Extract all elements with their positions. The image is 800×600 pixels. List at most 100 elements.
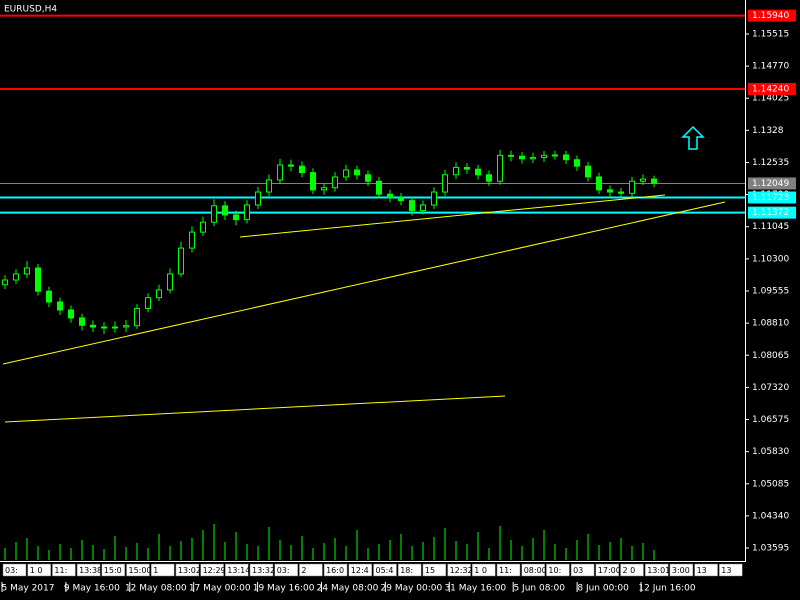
candle-body <box>574 159 580 167</box>
time-mark: 10: <box>548 566 561 575</box>
candle-body <box>651 178 657 184</box>
candle-body <box>365 174 371 182</box>
y-tick-label: 1.11045 <box>752 222 789 232</box>
x-tick-label: 12 Jun 16:00 <box>638 584 695 594</box>
time-mark: 12:4 <box>351 566 369 575</box>
candle-body <box>112 326 118 329</box>
mark-box <box>299 563 323 577</box>
candle-body <box>233 214 239 221</box>
candle-body <box>321 187 327 191</box>
candle-body <box>90 324 96 328</box>
candle-body <box>530 157 536 160</box>
mark-box <box>323 563 348 577</box>
level-label: 1.11723 <box>752 193 789 203</box>
candle-body <box>541 154 547 159</box>
level-label: 1.15940 <box>752 11 789 21</box>
candle-body <box>607 189 613 193</box>
time-mark: 03: <box>5 566 18 575</box>
candle-body <box>145 297 151 309</box>
x-tick-label: 31 May 16:00 <box>444 584 506 594</box>
time-mark: 13 <box>721 566 731 575</box>
plot-area <box>0 14 745 560</box>
candle-body <box>211 205 217 223</box>
candle-body <box>167 273 173 291</box>
mark-box <box>472 563 496 577</box>
mark-box <box>422 563 447 577</box>
mark-box <box>373 563 397 577</box>
x-tick-label: 19 May 16:00 <box>253 584 315 594</box>
mark-box <box>249 563 274 577</box>
time-mark: 15 <box>425 566 435 575</box>
time-mark: 15:00 <box>129 566 152 575</box>
candle-body <box>266 179 272 193</box>
time-mark: 1 0 <box>30 566 43 575</box>
level-label-box <box>748 9 796 22</box>
candle-body <box>508 154 514 157</box>
mark-box <box>101 563 126 577</box>
level-label: 1.14240 <box>752 84 789 94</box>
time-mark: 13:14 <box>227 566 250 575</box>
mark-box <box>126 563 150 577</box>
candle-body <box>255 191 261 206</box>
candle-body <box>442 174 448 193</box>
time-mark: 1 <box>153 566 158 575</box>
trend-line <box>239 194 666 238</box>
time-mark: 11: <box>499 566 512 575</box>
chart-title: EURUSD,H4 <box>4 5 57 15</box>
mark-box <box>595 563 620 577</box>
candle-body <box>464 166 470 170</box>
mark-box <box>644 563 669 577</box>
time-mark: 15:0 <box>104 566 122 575</box>
candle-body <box>101 326 107 329</box>
time-mark: 12:32 <box>450 566 473 575</box>
y-tick-label: 1.09555 <box>752 286 789 296</box>
time-mark: 13:32 <box>252 566 275 575</box>
mark-box <box>52 563 76 577</box>
candle-body <box>563 154 569 161</box>
candle-body <box>222 205 228 216</box>
candle-body <box>200 221 206 233</box>
time-mark: 13:02 <box>178 566 201 575</box>
candle-body <box>332 176 338 189</box>
x-tick-label: 8 Jun 00:00 <box>577 584 629 594</box>
candle-body <box>57 301 63 311</box>
level-label-box <box>748 206 796 219</box>
time-mark: 17:00 <box>598 566 621 575</box>
time-mark: 05:4 <box>376 566 394 575</box>
candle-body <box>178 247 184 275</box>
y-tick-label: 1.15515 <box>752 29 789 39</box>
candle-body <box>79 317 85 326</box>
x-tick-label: 5 Jun 08:00 <box>513 584 565 594</box>
mark-box <box>274 563 298 577</box>
candle-body <box>596 176 602 191</box>
y-tick-label: 1.08065 <box>752 351 789 361</box>
candle-body <box>420 204 426 212</box>
time-mark: 18: <box>400 566 413 575</box>
y-tick-label: 1.07320 <box>752 383 789 393</box>
candle-body <box>431 191 437 206</box>
candle-body <box>552 154 558 157</box>
time-mark: 12:29 <box>203 566 226 575</box>
candle-body <box>343 169 349 178</box>
candle-body <box>123 325 129 328</box>
candle-body <box>585 165 591 178</box>
candle-body <box>486 174 492 182</box>
mark-box <box>447 563 471 577</box>
y-tick-label: 1.05085 <box>752 479 789 489</box>
mark-box <box>694 563 718 577</box>
candle-body <box>13 273 19 281</box>
x-tick-label: 24 May 08:00 <box>317 584 379 594</box>
y-tick-label: 1.03595 <box>752 544 789 554</box>
x-tick-label: 12 May 08:00 <box>125 584 187 594</box>
candle-body <box>398 197 404 202</box>
candle-body <box>640 178 646 182</box>
candle-body <box>310 172 316 191</box>
mark-box <box>546 563 570 577</box>
candle-body <box>409 200 415 212</box>
mark-box <box>669 563 694 577</box>
time-mark: 2 <box>301 566 306 575</box>
y-tick-label: 1.05830 <box>752 447 789 457</box>
candle-body <box>244 204 250 221</box>
